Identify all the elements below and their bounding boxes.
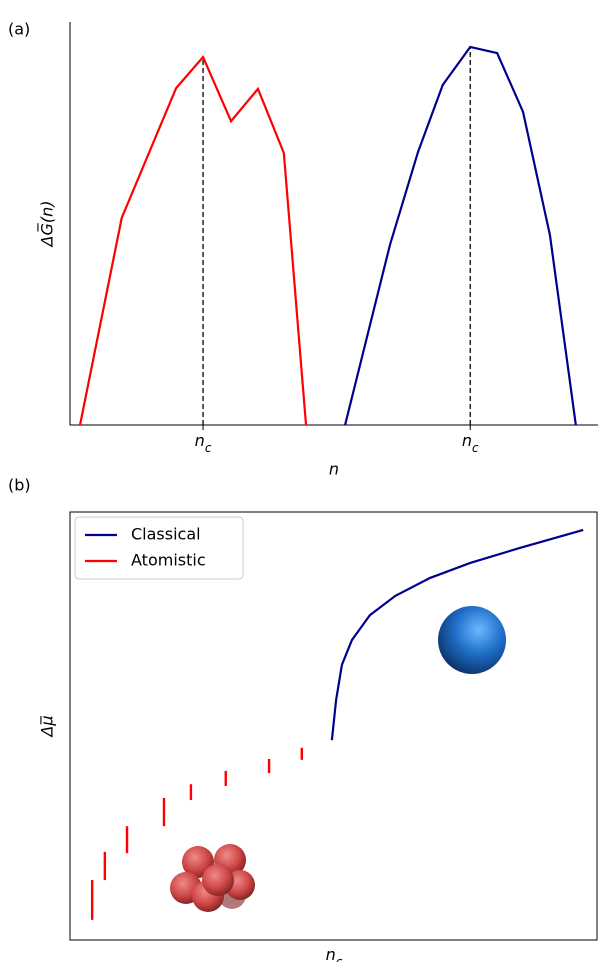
y-axis-label: ΔG̅(n) <box>38 201 57 249</box>
axes-spine <box>69 22 598 426</box>
x-tick-label: nc <box>462 431 479 455</box>
x-axis-label: n <box>329 460 339 479</box>
series-line <box>330 528 584 741</box>
legend-label: Classical <box>131 525 201 544</box>
panel: (b) nc Δμ̅ Classical Atomistic <box>8 476 598 962</box>
series-line <box>78 55 308 426</box>
panel-title: (a) <box>8 20 30 39</box>
panel-title: (b) <box>8 476 31 495</box>
x-tick-label: nc <box>195 431 212 455</box>
x-axis-label: nc <box>326 945 343 962</box>
legend: Classical Atomistic <box>74 516 244 580</box>
legend-label: Atomistic <box>131 551 206 570</box>
panel: (a) n ΔG̅(n) nc nc <box>8 20 598 479</box>
axes-frame <box>69 511 598 941</box>
classical-sphere <box>438 606 506 674</box>
legend-frame <box>74 516 244 580</box>
atom-cluster <box>170 844 255 912</box>
y-axis-label: Δμ̅ <box>38 715 57 738</box>
series-line <box>344 45 577 426</box>
